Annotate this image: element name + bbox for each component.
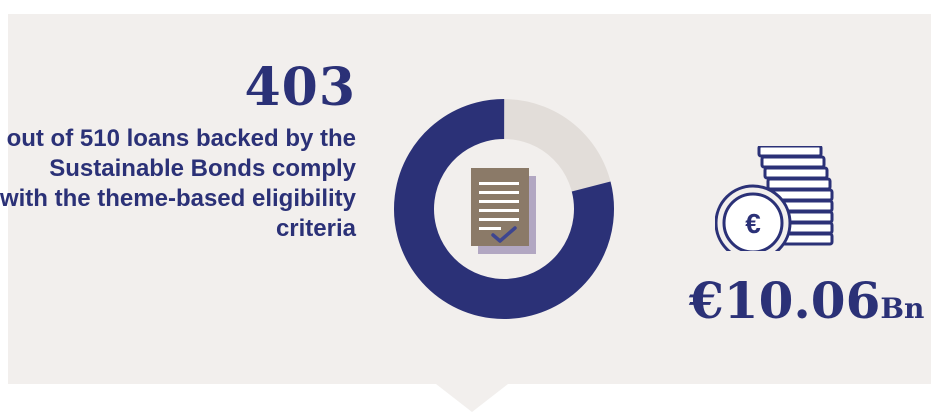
amount-display: €10.06Bn bbox=[689, 276, 924, 326]
compliance-donut-chart bbox=[394, 98, 614, 319]
donut-progress-arc bbox=[394, 98, 614, 319]
euro-symbol: € bbox=[745, 208, 761, 239]
amount-value: €10.06 bbox=[689, 271, 881, 330]
loan-count: 403 bbox=[244, 57, 356, 118]
loan-description: out of 510 loans backed by the Sustainab… bbox=[0, 125, 356, 242]
euro-coins-stack-icon: € bbox=[715, 146, 834, 251]
amount-unit: Bn bbox=[880, 292, 925, 325]
document-check-icon bbox=[471, 168, 536, 254]
panel-pointer bbox=[436, 384, 508, 412]
